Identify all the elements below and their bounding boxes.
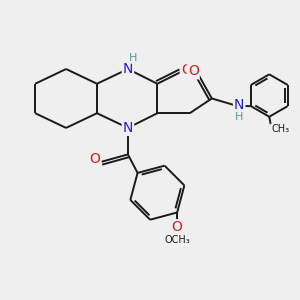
- Text: O: O: [181, 63, 192, 76]
- Text: N: N: [234, 98, 244, 112]
- Text: O: O: [188, 64, 199, 78]
- Text: H: H: [235, 112, 243, 122]
- Text: OCH₃: OCH₃: [164, 235, 190, 245]
- Text: H: H: [129, 53, 137, 63]
- Text: CH₃: CH₃: [271, 124, 289, 134]
- Text: N: N: [123, 121, 133, 135]
- Text: N: N: [123, 62, 133, 76]
- Text: O: O: [89, 152, 100, 167]
- Text: O: O: [172, 220, 183, 234]
